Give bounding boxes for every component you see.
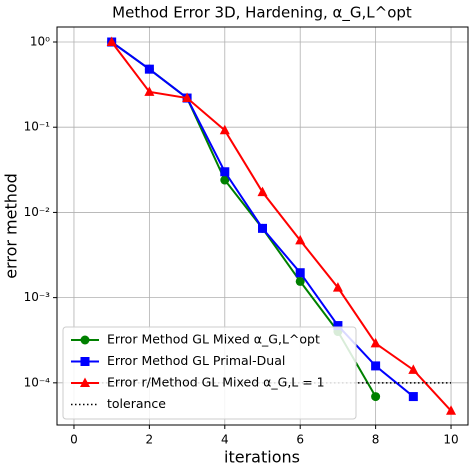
x-tick-label: 0 bbox=[70, 433, 78, 447]
x-tick-label: 2 bbox=[146, 433, 154, 447]
data-point bbox=[295, 276, 305, 286]
legend-label: Error Method GL Mixed α_G,L^opt bbox=[107, 332, 320, 347]
y-tick-label: 10⁰ bbox=[30, 35, 50, 49]
data-point bbox=[371, 361, 381, 371]
data-point bbox=[106, 36, 117, 47]
data-point bbox=[333, 321, 343, 331]
y-tick-label: 10⁻² bbox=[24, 205, 51, 219]
legend-label: Error Method GL Primal-Dual bbox=[107, 353, 285, 368]
legend-marker bbox=[80, 335, 90, 345]
data-point bbox=[258, 223, 267, 233]
x-tick-label: 10 bbox=[443, 433, 458, 447]
data-point bbox=[144, 86, 155, 96]
y-axis-label: error method bbox=[2, 173, 21, 279]
data-point bbox=[408, 364, 419, 374]
y-tick-label: 10⁻³ bbox=[24, 290, 51, 304]
x-tick-label: 8 bbox=[372, 433, 380, 447]
data-point bbox=[370, 337, 381, 348]
legend-label: tolerance bbox=[107, 396, 166, 411]
x-axis-label: iterations bbox=[224, 448, 300, 467]
data-point bbox=[182, 92, 193, 103]
legend-marker bbox=[80, 377, 90, 387]
legend: Error Method GL Mixed α_G,L^opt Error Met… bbox=[62, 326, 357, 420]
legend-marker bbox=[80, 357, 90, 366]
legend-box bbox=[62, 326, 357, 420]
plot-frame bbox=[56, 26, 469, 426]
data-point bbox=[220, 167, 230, 177]
data-point bbox=[408, 392, 418, 402]
data-point bbox=[144, 64, 154, 74]
data-point bbox=[371, 392, 381, 402]
data-point bbox=[446, 405, 457, 415]
series-line bbox=[110, 41, 452, 412]
data-point bbox=[220, 175, 230, 185]
x-tick-label: 6 bbox=[296, 433, 304, 447]
data-point bbox=[219, 124, 230, 135]
data-point bbox=[295, 234, 306, 245]
legend-label: Error r/Method GL Mixed α_G,L = 1 bbox=[107, 375, 325, 390]
data-point bbox=[332, 282, 343, 292]
y-tick-label: 10⁻¹ bbox=[24, 120, 51, 134]
data-point bbox=[295, 268, 305, 278]
chart-title: Method Error 3D, Hardening, α_G,L^opt bbox=[112, 4, 412, 23]
x-tick-label: 4 bbox=[221, 433, 229, 447]
data-point bbox=[257, 186, 268, 197]
y-tick-label: 10⁻⁴ bbox=[24, 375, 51, 389]
